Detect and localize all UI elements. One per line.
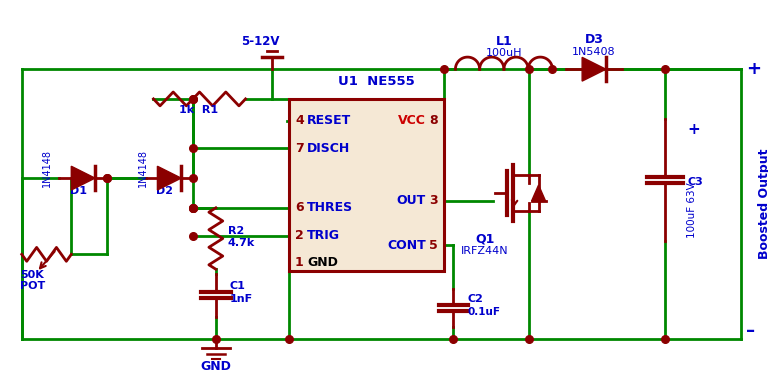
Polygon shape [71,166,95,190]
Text: 7: 7 [295,142,304,155]
Text: D1: D1 [70,186,87,196]
Text: 100uH: 100uH [485,48,522,58]
Text: D3: D3 [584,34,604,46]
Text: 5: 5 [429,239,438,252]
Text: 0.1uF: 0.1uF [467,307,500,317]
Text: IRFZ44N: IRFZ44N [462,247,509,256]
Text: U1  NE555: U1 NE555 [338,75,415,88]
Text: 1N4148: 1N4148 [41,149,51,187]
Text: Q1: Q1 [475,232,495,245]
Text: DISCH: DISCH [307,142,350,155]
Text: TRIG: TRIG [307,229,340,242]
Text: +: + [687,122,700,136]
Text: POT: POT [20,281,45,291]
Text: 3: 3 [429,194,438,207]
Text: C3: C3 [687,177,703,187]
Text: CONT: CONT [387,239,425,252]
Text: C2: C2 [467,294,483,304]
Text: 50K: 50K [20,270,44,280]
Text: VCC: VCC [398,114,425,127]
Text: 4: 4 [295,114,304,127]
Text: OUT: OUT [396,194,425,207]
Text: 5-12V: 5-12V [240,35,279,48]
Text: 1k  R1: 1k R1 [180,105,219,115]
Text: 6: 6 [295,201,303,215]
Polygon shape [157,166,181,190]
Text: R2: R2 [227,226,244,235]
Text: 8: 8 [429,114,438,127]
Text: 1nF: 1nF [230,294,253,304]
Text: 1N5408: 1N5408 [572,47,616,58]
Text: Boosted Output: Boosted Output [758,149,768,259]
Bar [289,99,444,271]
Text: D2: D2 [156,186,173,196]
Text: 1: 1 [295,256,304,269]
Text: GND: GND [307,256,338,269]
Text: 2: 2 [295,229,304,242]
Text: –: – [746,322,756,339]
Text: +: + [746,60,762,78]
Polygon shape [531,185,545,201]
Text: 100uF 63V: 100uF 63V [687,182,697,238]
Text: C1: C1 [230,281,246,291]
Text: GND: GND [200,360,231,373]
Text: THRES: THRES [307,201,353,215]
Text: L1: L1 [495,35,512,48]
Text: 4.7k: 4.7k [227,239,255,248]
Text: RESET: RESET [307,114,351,127]
Text: 1N4148: 1N4148 [137,149,147,187]
Polygon shape [582,58,606,81]
